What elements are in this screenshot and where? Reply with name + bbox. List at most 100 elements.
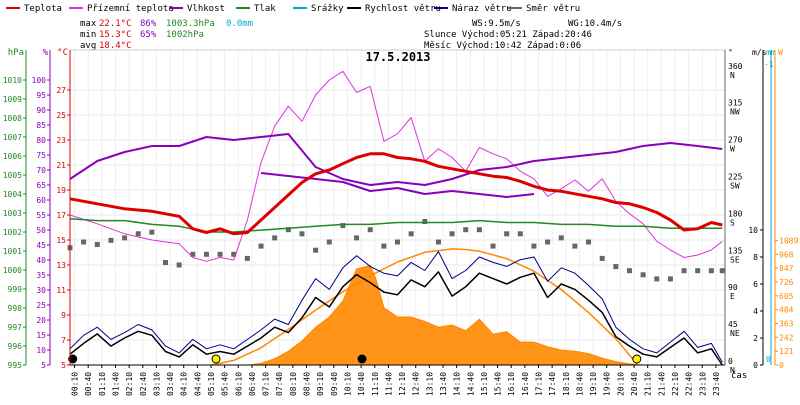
series-wind-direction-point <box>654 276 660 282</box>
y-axis-radiation-tick-label: 242 <box>779 333 794 342</box>
series-wind-direction-point <box>176 262 182 268</box>
y-axis-hpa-tick-label: 1001 <box>3 247 22 256</box>
y-axis-temperature-tick-label: 5 <box>61 361 66 370</box>
y-axis-temperature-tick-label: 25 <box>56 111 66 120</box>
x-axis-tick-label: 08:10 <box>289 372 298 396</box>
series-wind-direction-point <box>531 243 537 249</box>
y-axis-hpa-tick-label: 1005 <box>3 171 22 180</box>
x-axis-tick-label: 12:10 <box>398 372 407 396</box>
y-axis-humidity-tick-label: 90 <box>36 106 46 115</box>
series-wind-direction-point <box>640 272 646 278</box>
x-axis-tick-label: 22:40 <box>685 372 694 396</box>
x-axis-tick-label: 11:40 <box>384 372 393 396</box>
y-axis-radiation-tick-label: 363 <box>779 319 794 328</box>
series-wind-direction-point <box>203 251 209 257</box>
x-axis-tick-label: 15:10 <box>480 372 489 396</box>
series-rychlost-vetru-line <box>69 271 723 366</box>
y-axis-wind-tick-label: 10 <box>748 226 758 235</box>
y-axis-direction-compass-label: S <box>730 218 735 227</box>
x-axis-tick-label: 23:10 <box>698 372 707 396</box>
series-wind-direction-point <box>599 255 605 261</box>
y-axis-hpa-tick-label: 995 <box>8 361 23 370</box>
legend-label-smer-vetru: Směr větru <box>526 4 580 14</box>
series-wind-direction-point <box>354 235 360 241</box>
x-axis-tick-label: 06:10 <box>234 372 243 396</box>
x-axis-tick-label: 13:40 <box>439 372 448 396</box>
series-wind-direction-point <box>613 264 619 270</box>
series-wind-direction-point <box>340 223 346 229</box>
series-tlak-line <box>69 217 723 233</box>
series-wind-direction-point <box>558 235 564 241</box>
legend-label-prizemni-teplota: Přízemní teplota <box>87 4 174 14</box>
stats-avg-temp: 18.4°C <box>99 41 132 51</box>
x-axis-tick-label: 22:10 <box>671 372 680 396</box>
y-axis-direction-compass-label: NW <box>730 108 740 117</box>
x-axis-tick-label: 09:40 <box>330 372 339 396</box>
y-axis-direction-tick-label: 315 <box>728 99 743 108</box>
y-axis-radiation-tick-label: 484 <box>779 306 794 315</box>
x-axis-tick-label: 03:40 <box>166 372 175 396</box>
y-axis-radiation-unit: W <box>778 48 783 57</box>
x-axis-tick-label: 01:10 <box>98 372 107 396</box>
x-axis-tick-label: 10:40 <box>357 372 366 396</box>
x-axis-tick-label: 00:40 <box>84 372 93 396</box>
plot-area <box>67 70 725 366</box>
series-wind-direction-point <box>231 251 237 257</box>
y-axis-wind-unit: m/s <box>752 48 767 57</box>
y-axis-direction-tick-label: 90 <box>728 283 738 292</box>
y-axis-temperature-tick-label: 11 <box>56 286 66 295</box>
y-axis-direction-tick-label: 45 <box>728 320 738 329</box>
series-wind-direction-point <box>626 268 632 274</box>
stats-max-label: max <box>80 19 97 29</box>
y-axis-humidity-tick-label: 70 <box>36 166 46 175</box>
y-axis-wind-tick-label: 2 <box>753 334 758 343</box>
series-wind-direction-point <box>586 239 592 245</box>
series-wind-direction-point <box>326 239 332 245</box>
marker-sunrise <box>211 354 221 364</box>
x-axis-tick-label: 04:40 <box>193 372 202 396</box>
x-axis-tick-label: 08:40 <box>303 372 312 396</box>
series-wind-direction-point <box>122 235 128 241</box>
x-axis-tick-label: 21:40 <box>657 372 666 396</box>
stats-moon-times: Měsíc Východ:10:42 Západ:0:06 <box>424 41 581 51</box>
y-axis-rain-unit: mm <box>766 48 776 57</box>
legend-label-teplota: Teplota <box>24 4 62 14</box>
x-axis-tick-label: 04:10 <box>180 372 189 396</box>
series-naraz-vetru-line <box>69 251 723 363</box>
y-axis-hpa-tick-label: 996 <box>8 342 23 351</box>
x-axis-tick-label: 15:40 <box>494 372 503 396</box>
legend-label-tlak: Tlak <box>254 4 276 14</box>
x-axis-tick-label: 20:40 <box>630 372 639 396</box>
x-axis-tick-label: 01:40 <box>111 372 120 396</box>
y-axis-temperature-tick-label: 13 <box>56 261 66 270</box>
y-axis-humidity-tick-label: 25 <box>36 301 46 310</box>
y-axis-hpa-tick-label: 998 <box>8 304 23 313</box>
x-axis-label: čas <box>731 370 747 381</box>
y-axis-direction-tick-label: 135 <box>728 246 743 255</box>
series-teoreticke-zareni-line <box>211 248 639 366</box>
x-axis-tick-label: 09:10 <box>316 372 325 396</box>
marker-moonset <box>68 354 78 364</box>
x-axis-tick-label: 11:10 <box>371 372 380 396</box>
series-wind-direction-point <box>517 231 523 237</box>
series-wind-direction-point <box>258 243 264 249</box>
series-wind-direction-point <box>108 237 114 243</box>
y-axis-humidity-tick-label: 95 <box>36 91 46 100</box>
y-axis-wind-tick-label: 6 <box>753 280 758 289</box>
y-axis-humidity-tick-label: 45 <box>36 241 46 250</box>
y-axis-direction-compass-label: E <box>730 292 735 301</box>
series-wind-direction-point <box>163 260 169 265</box>
x-axis-tick-label: 14:10 <box>453 372 462 396</box>
y-axis-temperature-tick-label: 17 <box>56 211 66 220</box>
x-axis-tick-label: 17:10 <box>535 372 544 396</box>
series-wind-direction-point <box>149 229 155 235</box>
y-axis-radiation-tick-label: 605 <box>779 292 794 301</box>
legend-label-rychlost-vetru: Rychlost větru <box>365 4 441 14</box>
x-axis-tick-label: 23:40 <box>712 372 721 396</box>
series-wind-direction-point <box>190 251 196 257</box>
y-axis-hpa-tick-label: 1002 <box>3 228 22 237</box>
series-vlhkost-line <box>69 133 723 186</box>
x-axis-tick-label: 20:10 <box>616 372 625 396</box>
y-axis-humidity-tick-label: 85 <box>36 121 46 130</box>
